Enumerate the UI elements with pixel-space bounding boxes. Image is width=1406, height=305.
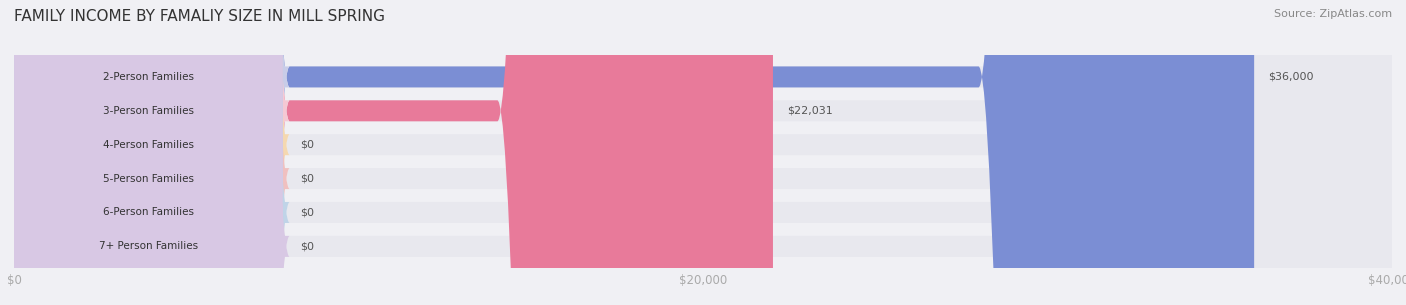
FancyBboxPatch shape [14, 0, 1392, 305]
Text: 7+ Person Families: 7+ Person Families [98, 241, 198, 251]
FancyBboxPatch shape [14, 0, 773, 305]
FancyBboxPatch shape [14, 0, 1392, 305]
FancyBboxPatch shape [7, 0, 290, 305]
FancyBboxPatch shape [7, 0, 290, 305]
Text: Source: ZipAtlas.com: Source: ZipAtlas.com [1274, 9, 1392, 19]
Text: FAMILY INCOME BY FAMALIY SIZE IN MILL SPRING: FAMILY INCOME BY FAMALIY SIZE IN MILL SP… [14, 9, 385, 24]
FancyBboxPatch shape [14, 0, 1392, 305]
Text: 2-Person Families: 2-Person Families [103, 72, 194, 82]
Text: $0: $0 [299, 207, 314, 217]
Text: 4-Person Families: 4-Person Families [103, 140, 194, 150]
Text: $22,031: $22,031 [787, 106, 832, 116]
FancyBboxPatch shape [7, 0, 290, 305]
Text: 5-Person Families: 5-Person Families [103, 174, 194, 184]
FancyBboxPatch shape [14, 0, 1254, 305]
Text: 6-Person Families: 6-Person Families [103, 207, 194, 217]
Text: $0: $0 [299, 140, 314, 150]
Text: 3-Person Families: 3-Person Families [103, 106, 194, 116]
Text: $36,000: $36,000 [1268, 72, 1313, 82]
FancyBboxPatch shape [14, 0, 1392, 305]
Text: $0: $0 [299, 174, 314, 184]
FancyBboxPatch shape [14, 0, 1392, 305]
Text: $0: $0 [299, 241, 314, 251]
FancyBboxPatch shape [14, 0, 1392, 305]
FancyBboxPatch shape [7, 0, 290, 305]
FancyBboxPatch shape [7, 0, 290, 305]
FancyBboxPatch shape [7, 0, 290, 305]
